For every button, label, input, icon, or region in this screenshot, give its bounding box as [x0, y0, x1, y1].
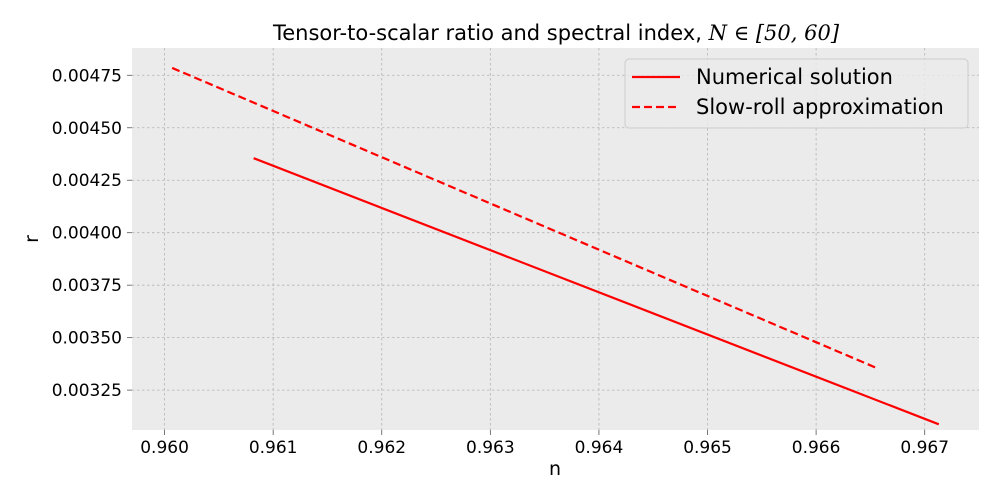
- legend-label-slow-roll: Slow-roll approximation: [696, 95, 944, 119]
- series-line-numerical: [253, 157, 940, 426]
- y-tick-label: 0.00325: [52, 381, 122, 401]
- x-tick-label: 0.960: [140, 438, 189, 458]
- chart-title: Tensor-to-scalar ratio and spectral inde…: [272, 21, 840, 45]
- x-axis-label: n: [549, 458, 561, 480]
- y-axis-label: r: [21, 235, 43, 243]
- x-tick-label: 0.964: [575, 438, 624, 458]
- x-tick-label: 0.967: [900, 438, 949, 458]
- ticks: 0.960 0.961 0.962 0.963 0.964 0.965 0.966 0.967…: [52, 66, 949, 458]
- series-line-slow-roll: [171, 66, 877, 369]
- x-tick-label: 0.962: [357, 438, 406, 458]
- y-tick-label: 0.00425: [52, 171, 122, 191]
- series-lines: [171, 66, 940, 426]
- y-tick-label: 0.00475: [52, 66, 122, 86]
- y-tick-label: 0.00450: [52, 119, 122, 139]
- y-tick-label: 0.00350: [52, 329, 122, 349]
- x-tick-label: 0.961: [249, 438, 298, 458]
- x-tick-label: 0.965: [683, 438, 732, 458]
- legend-box: [624, 58, 969, 129]
- legend: Numerical solution Slow-roll approximati…: [624, 58, 969, 129]
- legend-label-numerical: Numerical solution: [696, 65, 893, 89]
- y-tick-label: 0.00375: [52, 276, 122, 296]
- x-tick-label: 0.963: [466, 438, 515, 458]
- x-tick-label: 0.966: [792, 438, 841, 458]
- y-tick-label: 0.00400: [52, 224, 122, 244]
